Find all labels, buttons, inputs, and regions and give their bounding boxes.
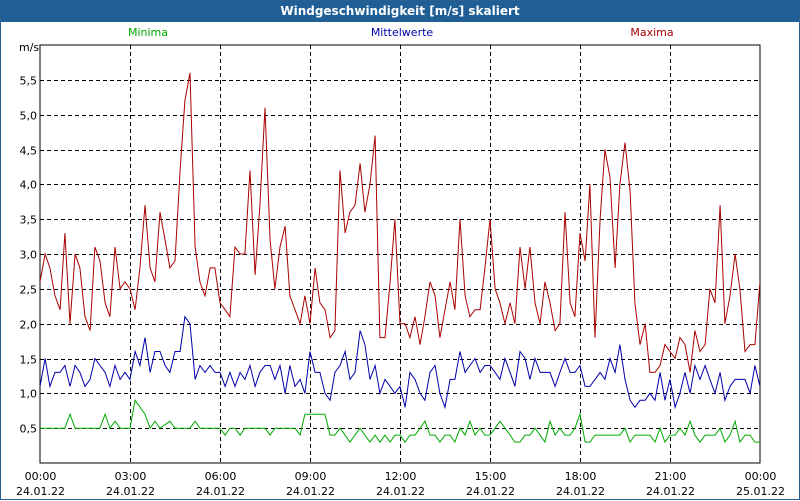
y-tick-label: 2,5 <box>20 284 38 297</box>
x-tick-time: 09:00 <box>295 470 327 483</box>
chart-title: Windgeschwindigkeit [m/s] skaliert <box>1 1 799 22</box>
legend-maxima: Maxima <box>630 26 673 39</box>
x-tick-date: 24.01.22 <box>466 485 515 498</box>
x-tick-date: 24.01.22 <box>196 485 245 498</box>
y-tick-label: 0,5 <box>20 423 38 436</box>
y-tick-label: 3,0 <box>20 249 38 262</box>
y-tick-label: 5,5 <box>20 75 38 88</box>
x-tick-date: 24.01.22 <box>376 485 425 498</box>
x-tick-time: 03:00 <box>115 470 147 483</box>
y-axis-label: m/s <box>19 41 39 54</box>
x-tick-date: 24.01.22 <box>286 485 335 498</box>
legend-minima: Minima <box>128 26 168 39</box>
grid <box>40 45 760 463</box>
series-line-mittelwerte <box>40 315 760 410</box>
x-tick-date: 24.01.22 <box>646 485 695 498</box>
series <box>40 72 760 444</box>
y-tick-label: 5,0 <box>20 110 38 123</box>
series-line-maxima <box>40 72 760 373</box>
x-tick-date: 24.01.22 <box>16 485 65 498</box>
x-tick-time: 15:00 <box>475 470 507 483</box>
y-tick-label: 1,5 <box>20 354 38 367</box>
x-tick-time: 18:00 <box>565 470 597 483</box>
series-line-minima <box>40 399 760 444</box>
legend-mittelwerte: Mittelwerte <box>371 26 434 39</box>
x-tick-time: 21:00 <box>655 470 687 483</box>
y-tick-label: 4,5 <box>20 145 38 158</box>
y-tick-label: 3,5 <box>20 214 38 227</box>
plot-border <box>39 44 761 464</box>
y-tick-label: 2,0 <box>20 319 38 332</box>
x-tick-time: 00:00 <box>745 470 777 483</box>
x-tick-time: 06:00 <box>205 470 237 483</box>
x-tick-time: 00:00 <box>25 470 57 483</box>
y-tick-label: 1,0 <box>20 388 38 401</box>
x-tick-time: 12:00 <box>385 470 417 483</box>
axes: 0,5 1,0 1,5 2,0 2,5 3,0 3,5 4,0 4,5 5,0 5,5 00:00 24… <box>16 44 785 498</box>
x-tick-date: 24.01.22 <box>106 485 155 498</box>
x-tick-date: 24.01.22 <box>556 485 605 498</box>
x-tick-date: 25.01.22 <box>736 485 785 498</box>
y-tick-label: 4,0 <box>20 179 38 192</box>
